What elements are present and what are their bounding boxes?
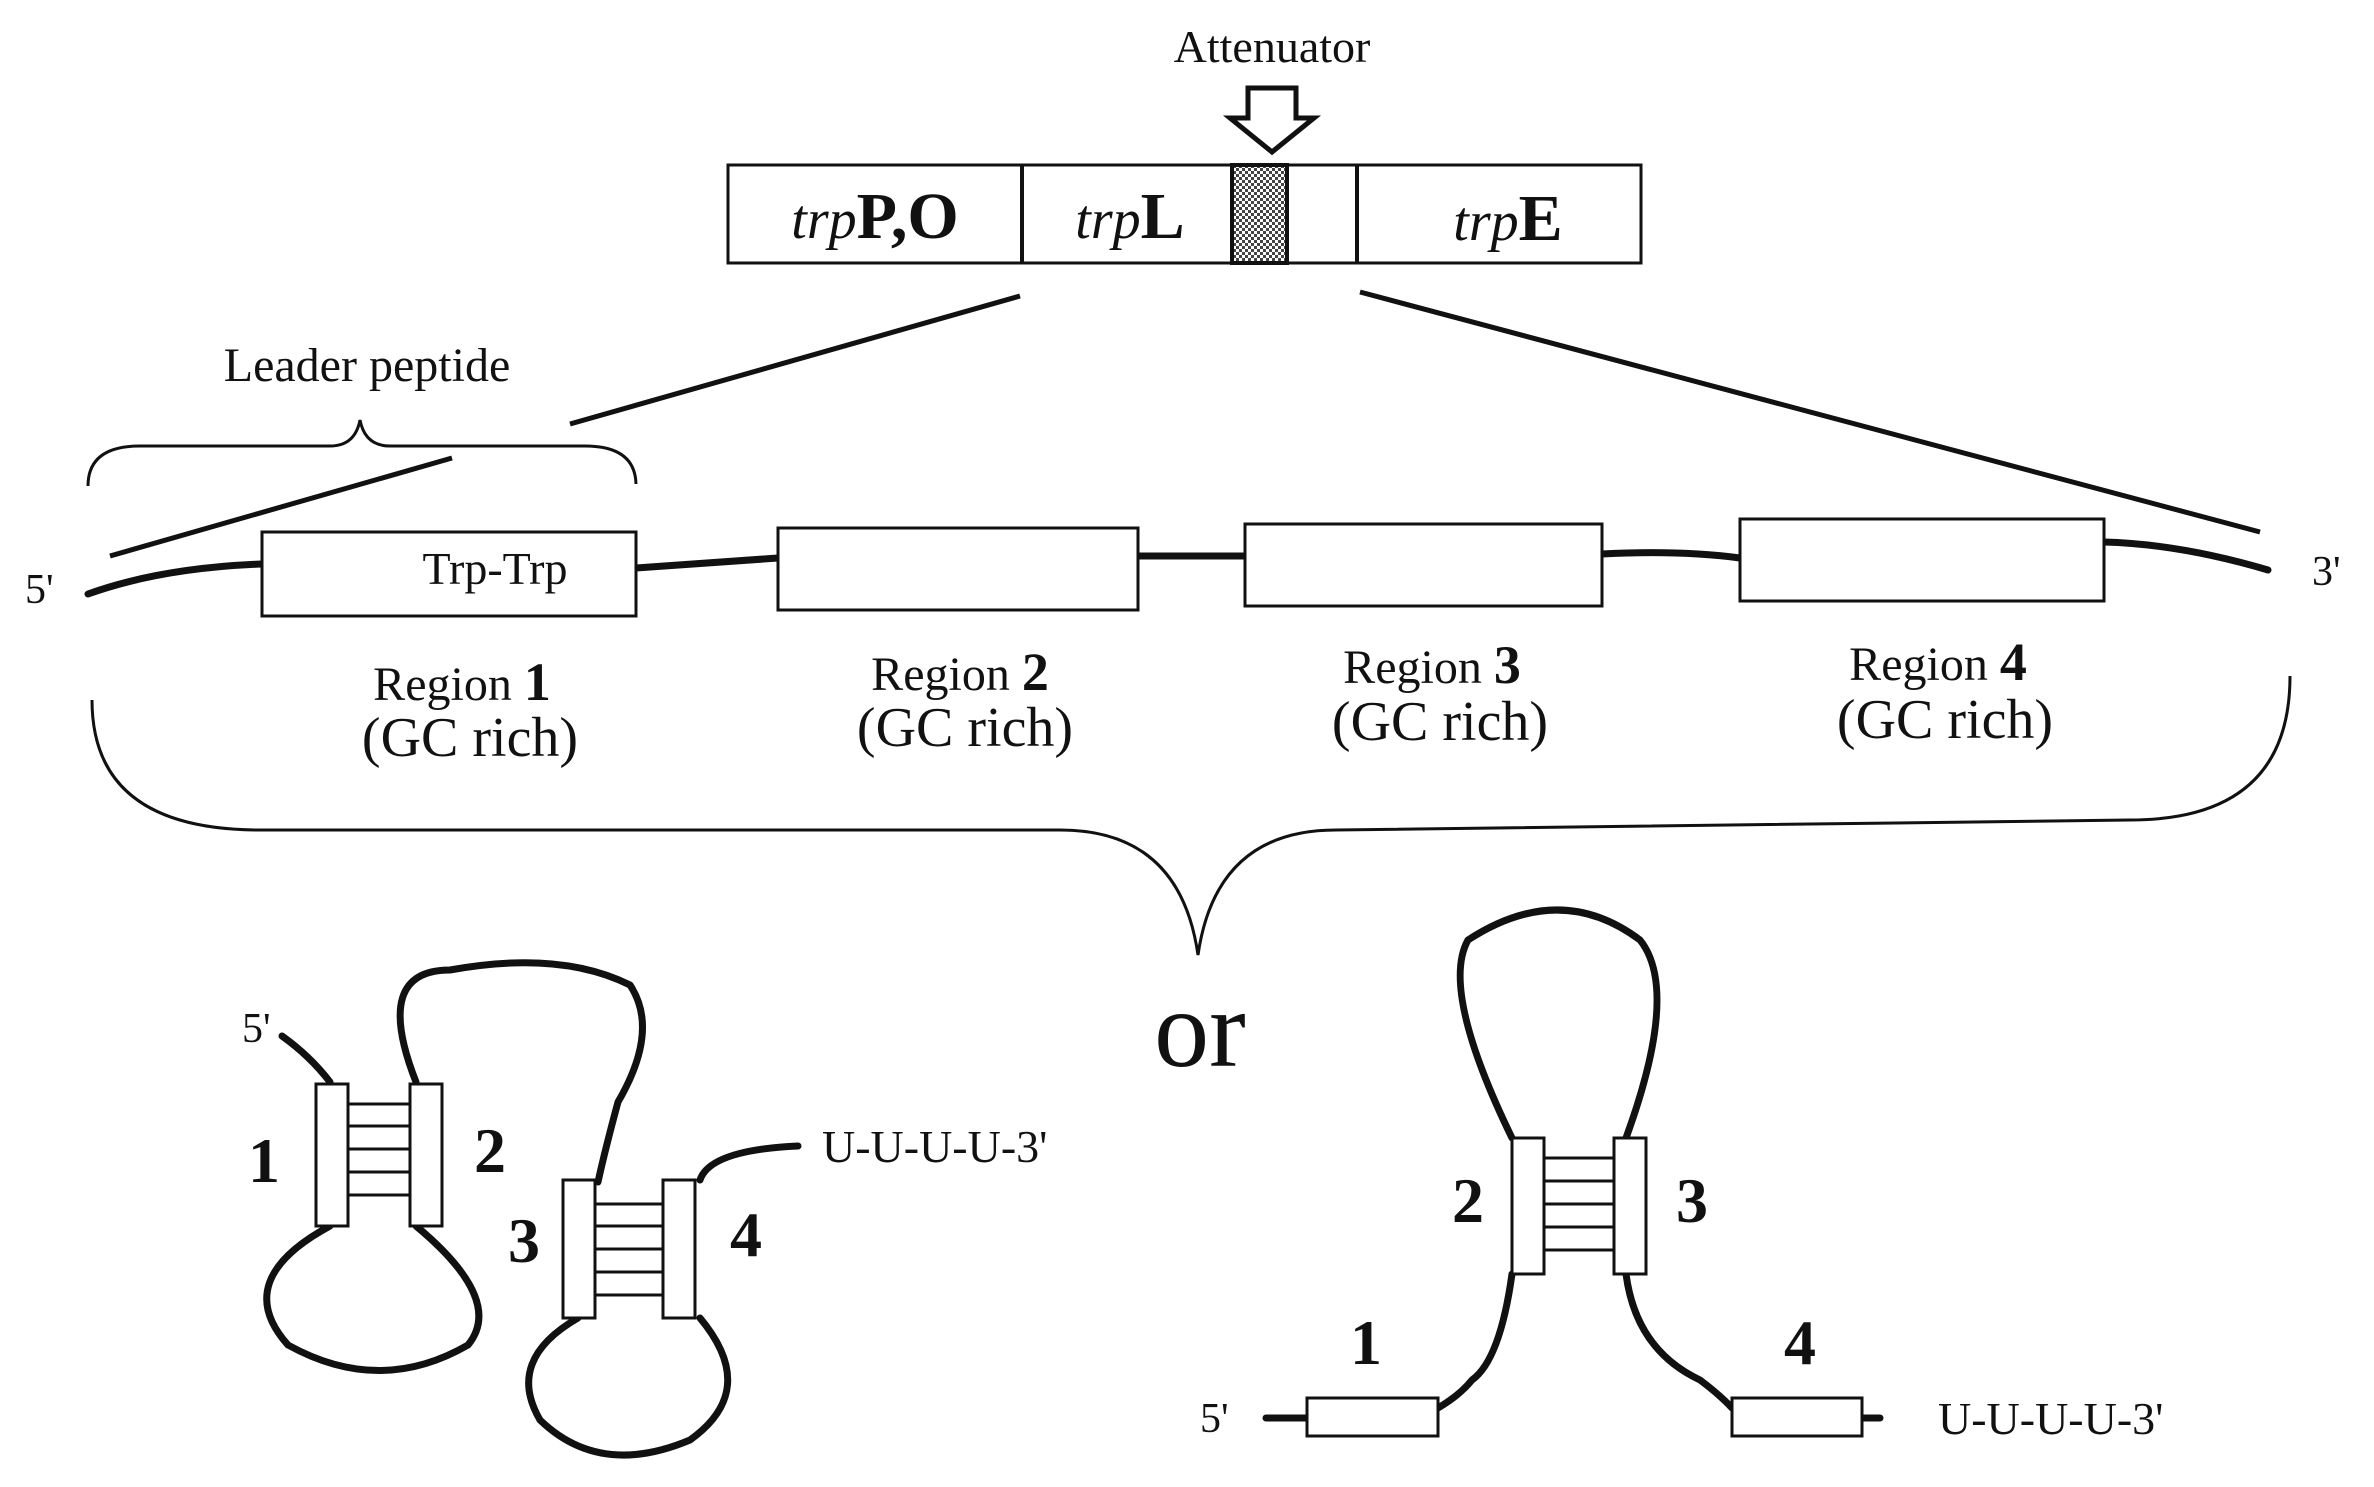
svg-text:(GC rich): (GC rich) — [857, 697, 1073, 759]
three-prime-label: 3' — [2312, 549, 2341, 595]
trp-trp-label: Trp-Trp — [423, 543, 568, 594]
right-region-num-2: 2 — [1452, 1165, 1484, 1236]
expansion-line-right — [1359, 289, 2261, 535]
right-tail-label: U-U-U-U-3' — [1938, 1393, 2163, 1444]
leader-peptide-label: Leader peptide — [224, 339, 511, 392]
svg-text:(GC rich): (GC rich) — [1837, 689, 2053, 751]
leader-peptide-brace — [86, 419, 638, 487]
left-region-num-2: 2 — [474, 1115, 506, 1186]
left-secondary-structure: 5' 1 2 3 4 U-U-U-U-3' — [242, 959, 1047, 1459]
expansion-line-left-lower — [109, 455, 453, 559]
left-five-prime-label: 5' — [242, 1006, 271, 1052]
five-prime-label: 5' — [25, 567, 54, 613]
region-1-label: Region 1 (GC rich) — [362, 652, 578, 769]
attenuator-segment — [1230, 163, 1289, 265]
region-1-box — [260, 530, 638, 618]
right-region-num-1: 1 — [1350, 1307, 1382, 1378]
operon-map: trpP,O trpL trpE — [726, 163, 1643, 265]
region-3-box — [1243, 522, 1604, 608]
expansion-line-left — [569, 293, 1021, 427]
right-five-prime-label: 5' — [1200, 1396, 1229, 1442]
gene-trpPO: trpP,O — [791, 180, 958, 253]
left-region-num-3: 3 — [508, 1205, 540, 1276]
region-2-label: Region 2 (GC rich) — [857, 642, 1073, 759]
region-3-label: Region 3 (GC rich) — [1332, 635, 1548, 753]
region-4-box — [1738, 517, 2106, 603]
gene-trpL: trpL — [1075, 180, 1184, 253]
gene-trpE: trpE — [1453, 182, 1562, 255]
right-secondary-structure: 5' 1 2 3 4 U-U-U-U-3' — [1200, 906, 2163, 1444]
left-region-num-4: 4 — [730, 1199, 762, 1270]
left-region-num-1: 1 — [248, 1125, 280, 1196]
attenuator-arrow-icon — [1222, 85, 1322, 156]
svg-text:Region 3: Region 3 — [1343, 635, 1521, 695]
right-region-num-4: 4 — [1784, 1307, 1816, 1378]
mrna-strand — [84, 538, 2272, 598]
region-4-label: Region 4 (GC rich) — [1837, 632, 2053, 751]
regions-brace — [90, 675, 2292, 956]
svg-text:Region 2: Region 2 — [871, 642, 1049, 702]
attenuator-label: Attenuator — [1174, 21, 1371, 72]
region-2-box — [776, 526, 1140, 612]
left-tail-label: U-U-U-U-3' — [822, 1121, 1047, 1172]
svg-text:(GC rich): (GC rich) — [362, 707, 578, 769]
svg-text:(GC rich): (GC rich) — [1332, 691, 1548, 753]
right-region-num-3: 3 — [1676, 1165, 1708, 1236]
svg-text:Region 4: Region 4 — [1849, 632, 2027, 692]
svg-text:Region 1: Region 1 — [373, 652, 551, 712]
or-label: or — [1154, 968, 1246, 1090]
